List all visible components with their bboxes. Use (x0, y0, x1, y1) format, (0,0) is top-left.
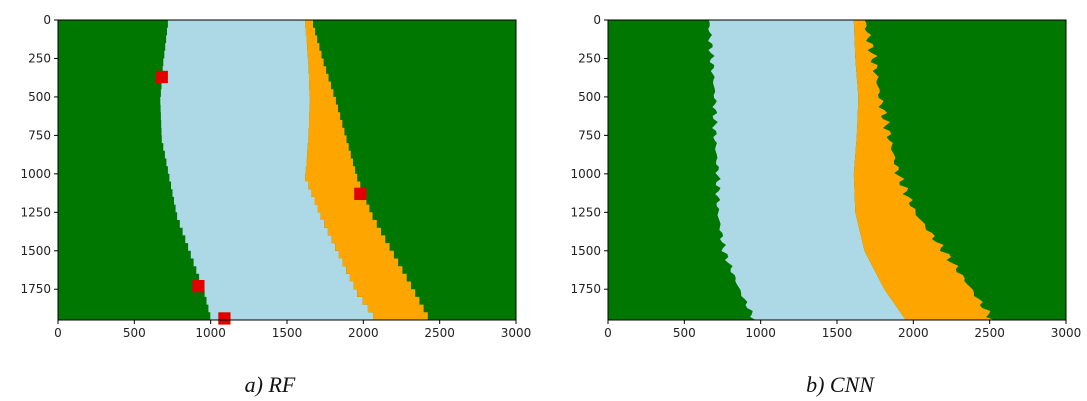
cnn-x-tick-label: 3000 (1051, 326, 1082, 340)
rf-x-tick-label: 500 (123, 326, 146, 340)
cnn-y-tick-label: 1500 (570, 244, 601, 258)
cnn-x-tick-label: 2500 (974, 326, 1005, 340)
rf-y-tick-label: 1000 (20, 167, 51, 181)
rf-y-tick-label: 250 (28, 51, 51, 65)
cnn-y-tick-label: 0 (593, 13, 601, 27)
rf-x-tick-label: 2500 (424, 326, 455, 340)
cnn-water-region (708, 20, 906, 320)
panel-rf: 0 500 1000 1500 2000 2500 3000 0 250 500 750 1000 12… (20, 13, 531, 340)
rf-error-pixel (218, 312, 231, 325)
cnn-x-tick-label: 1000 (745, 326, 776, 340)
rf-x-tick-label: 3000 (501, 326, 532, 340)
rf-y-tick-label: 1750 (20, 282, 51, 296)
rf-water-region (160, 20, 374, 320)
cnn-y-tick-label: 750 (578, 128, 601, 142)
rf-y-tick-label: 750 (28, 128, 51, 142)
rf-error-pixel (192, 280, 205, 293)
cnn-x-tick-label: 2000 (898, 326, 929, 340)
caption-cnn: b) CNN (806, 372, 875, 397)
cnn-y-tick-label: 1750 (570, 282, 601, 296)
rf-x-tick-label: 2000 (348, 326, 379, 340)
cnn-x-tick-label: 0 (604, 326, 612, 340)
rf-x-tick-label: 0 (54, 326, 62, 340)
cnn-x-tick-label: 1500 (822, 326, 853, 340)
cnn-sand-region (853, 20, 995, 320)
rf-error-pixel (354, 187, 367, 200)
rf-x-tick-label: 1000 (195, 326, 226, 340)
cnn-x-tick-label: 500 (673, 326, 696, 340)
cnn-y-tick-label: 1250 (570, 205, 601, 219)
rf-y-tick-label: 1500 (20, 244, 51, 258)
caption-rf: a) RF (245, 372, 296, 397)
cnn-y-tick-label: 250 (578, 51, 601, 65)
rf-y-tick-label: 500 (28, 90, 51, 104)
cnn-y-tick-label: 500 (578, 90, 601, 104)
rf-x-tick-label: 1500 (272, 326, 303, 340)
rf-y-tick-label: 1250 (20, 205, 51, 219)
panel-cnn: 0 500 1000 1500 2000 2500 3000 0 250 500 750 1000 12… (570, 13, 1081, 340)
rf-sand-region (305, 20, 428, 320)
rf-y-tick-label: 0 (43, 13, 51, 27)
rf-error-pixel (155, 70, 168, 84)
cnn-y-tick-label: 1000 (570, 167, 601, 181)
